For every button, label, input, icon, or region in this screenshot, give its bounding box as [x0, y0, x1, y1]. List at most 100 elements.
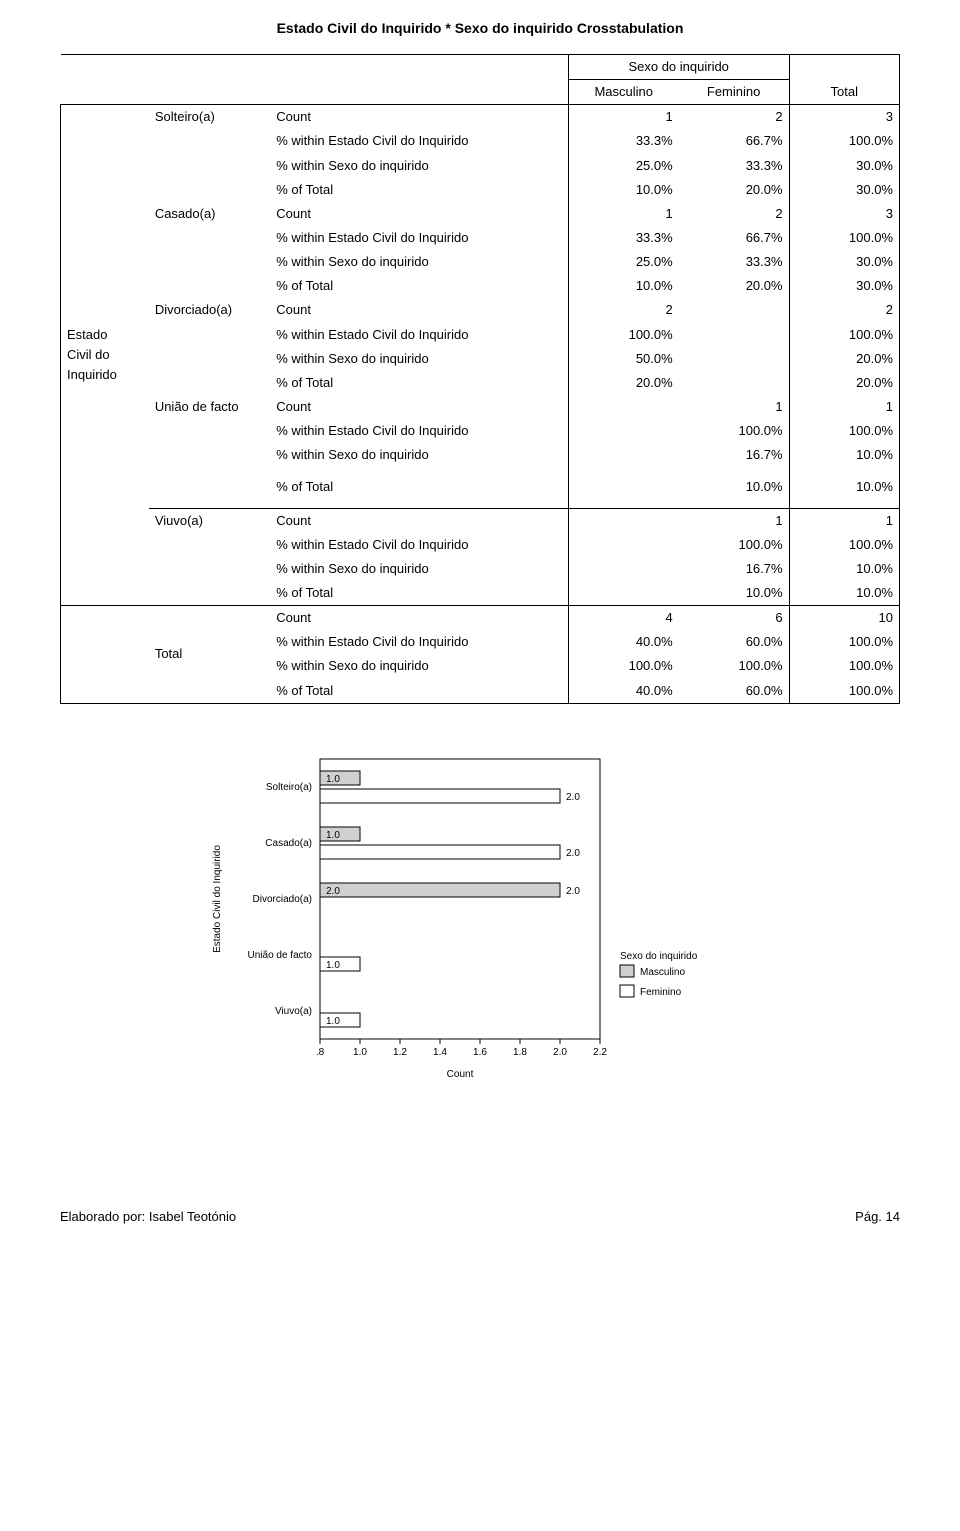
table-row: Estado Civil do InquiridoSolteiro(a)Coun…	[61, 105, 900, 130]
cell-fem: 10.0%	[679, 467, 789, 508]
cell-total: 2	[789, 298, 899, 322]
svg-text:Estado Civil do Inquirido: Estado Civil do Inquirido	[212, 844, 223, 952]
cell-masc: 33.3%	[568, 226, 678, 250]
row-category-label: Viuvo(a)	[149, 508, 270, 606]
svg-text:Viuvo(a): Viuvo(a)	[275, 1006, 312, 1017]
svg-text:1.0: 1.0	[326, 960, 340, 971]
cell-fem: 20.0%	[679, 178, 789, 202]
stat-label: Count	[270, 202, 568, 226]
cell-fem: 33.3%	[679, 154, 789, 178]
cell-fem: 66.7%	[679, 226, 789, 250]
cell-fem: 20.0%	[679, 274, 789, 298]
cell-masc: 25.0%	[568, 154, 678, 178]
stat-label: % within Estado Civil do Inquirido	[270, 129, 568, 153]
header-row-2: Masculino Feminino Total	[61, 80, 900, 105]
cell-masc: 2	[568, 298, 678, 322]
cell-total: 20.0%	[789, 371, 899, 395]
cell-fem: 100.0%	[679, 654, 789, 678]
crosstab-table: Sexo do inquirido Masculino Feminino Tot…	[60, 54, 900, 704]
svg-text:2.0: 2.0	[326, 886, 340, 897]
svg-text:1.4: 1.4	[433, 1047, 447, 1058]
stat-label: % within Sexo do inquirido	[270, 347, 568, 371]
cell-total: 100.0%	[789, 323, 899, 347]
cell-total: 100.0%	[789, 419, 899, 443]
cell-total: 100.0%	[789, 630, 899, 654]
cell-fem: 60.0%	[679, 630, 789, 654]
svg-text:2.0: 2.0	[566, 792, 580, 803]
header-row-1: Sexo do inquirido	[61, 55, 900, 80]
svg-text:2.2: 2.2	[593, 1047, 607, 1058]
cell-total: 10.0%	[789, 467, 899, 508]
cell-fem: 6	[679, 606, 789, 631]
stat-label: % within Sexo do inquirido	[270, 154, 568, 178]
cell-total: 100.0%	[789, 226, 899, 250]
svg-text:Feminino: Feminino	[640, 987, 682, 998]
cell-fem: 16.7%	[679, 443, 789, 467]
stat-label: Count	[270, 105, 568, 130]
stat-label: % within Estado Civil do Inquirido	[270, 226, 568, 250]
cell-total: 10.0%	[789, 581, 899, 606]
stat-label: % within Sexo do inquirido	[270, 557, 568, 581]
svg-text:1.0: 1.0	[326, 774, 340, 785]
row-category-label: Solteiro(a)	[149, 105, 270, 202]
cell-total: 10.0%	[789, 557, 899, 581]
svg-text:União de facto: União de facto	[248, 950, 313, 961]
cell-total: 30.0%	[789, 274, 899, 298]
cell-masc	[568, 533, 678, 557]
cell-total: 100.0%	[789, 533, 899, 557]
cell-total: 3	[789, 105, 899, 130]
cell-fem: 2	[679, 202, 789, 226]
svg-text:2.0: 2.0	[566, 848, 580, 859]
cell-masc: 100.0%	[568, 323, 678, 347]
cell-fem	[679, 347, 789, 371]
stat-label: % within Estado Civil do Inquirido	[270, 323, 568, 347]
cell-masc: 25.0%	[568, 250, 678, 274]
svg-text:2.0: 2.0	[553, 1047, 567, 1058]
cell-fem: 2	[679, 105, 789, 130]
stat-label: % within Sexo do inquirido	[270, 250, 568, 274]
cell-fem: 33.3%	[679, 250, 789, 274]
cell-total: 10.0%	[789, 443, 899, 467]
svg-text:1.6: 1.6	[473, 1047, 487, 1058]
cell-fem: 66.7%	[679, 129, 789, 153]
svg-text:Solteiro(a): Solteiro(a)	[266, 782, 312, 793]
cell-masc: 40.0%	[568, 630, 678, 654]
table-row: Casado(a)Count123	[61, 202, 900, 226]
cell-fem: 60.0%	[679, 679, 789, 704]
cell-fem: 10.0%	[679, 581, 789, 606]
row-category-label: União de facto	[149, 395, 270, 508]
cell-masc: 1	[568, 202, 678, 226]
cell-masc	[568, 508, 678, 533]
cell-fem	[679, 298, 789, 322]
svg-text:1.0: 1.0	[353, 1047, 367, 1058]
cell-fem: 1	[679, 508, 789, 533]
svg-text:.8: .8	[316, 1047, 325, 1058]
svg-text:Sexo do inquirido: Sexo do inquirido	[620, 951, 698, 962]
cell-total: 1	[789, 508, 899, 533]
cell-total: 30.0%	[789, 154, 899, 178]
cell-masc: 4	[568, 606, 678, 631]
stat-label: % of Total	[270, 274, 568, 298]
svg-text:1.8: 1.8	[513, 1047, 527, 1058]
footer-author: Elaborado por: Isabel Teotónio	[60, 1209, 236, 1224]
stat-label: % within Estado Civil do Inquirido	[270, 630, 568, 654]
svg-text:Divorciado(a): Divorciado(a)	[253, 894, 312, 905]
cell-masc: 33.3%	[568, 129, 678, 153]
svg-text:1.0: 1.0	[326, 1016, 340, 1027]
cell-masc: 50.0%	[568, 347, 678, 371]
cell-total: 1	[789, 395, 899, 419]
row-category-label: Casado(a)	[149, 202, 270, 299]
stat-label: Count	[270, 395, 568, 419]
stat-label: % within Sexo do inquirido	[270, 443, 568, 467]
cell-total: 3	[789, 202, 899, 226]
cell-masc	[568, 419, 678, 443]
svg-text:Count: Count	[447, 1069, 474, 1080]
cell-fem: 100.0%	[679, 533, 789, 557]
cell-masc: 40.0%	[568, 679, 678, 704]
footer-page: Pág. 14	[855, 1209, 900, 1224]
header-col-masc: Masculino	[568, 80, 678, 105]
cell-total: 100.0%	[789, 654, 899, 678]
cell-total: 30.0%	[789, 178, 899, 202]
stat-label: % of Total	[270, 371, 568, 395]
stat-label: Count	[270, 508, 568, 533]
